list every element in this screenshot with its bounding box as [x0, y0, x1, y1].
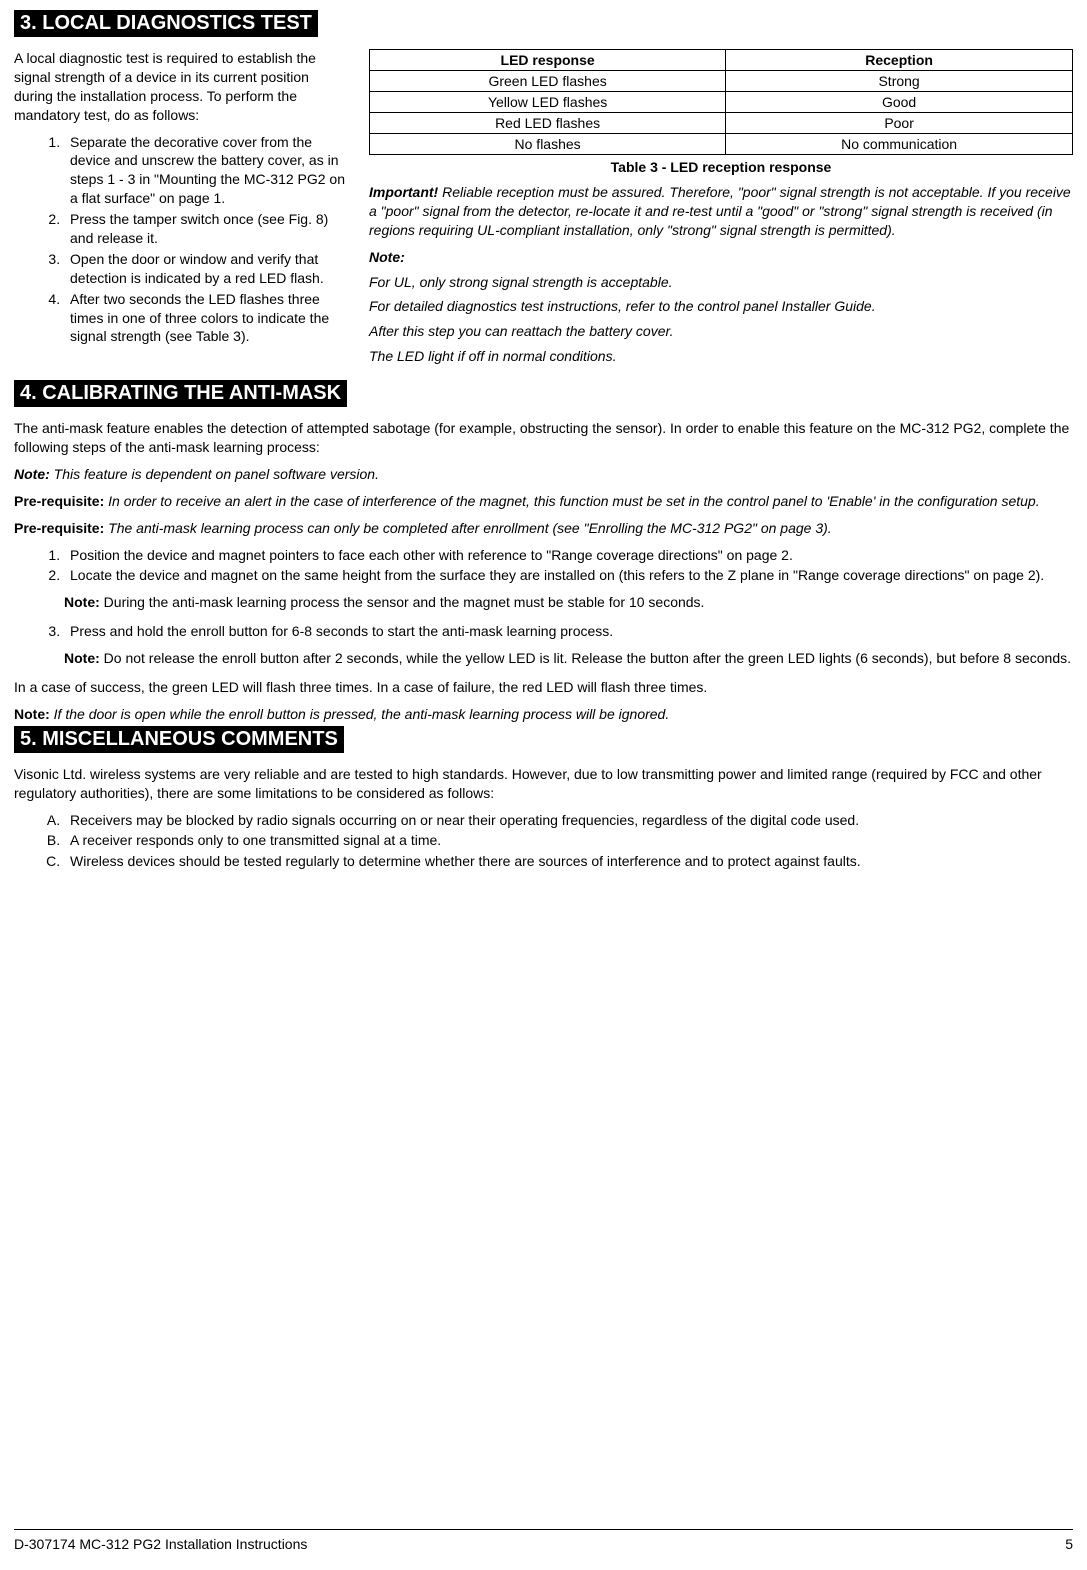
- note-label: Note:: [369, 248, 1073, 267]
- important-text: Reliable reception must be assured. Ther…: [369, 184, 1071, 238]
- section-4-prereq2: Pre-requisite: The anti-mask learning pr…: [14, 519, 1073, 538]
- step2-note: Note: During the anti-mask learning proc…: [64, 593, 1073, 612]
- table-row: Green LED flashes Strong: [370, 71, 1073, 92]
- note-block: For UL, only strong signal strength is a…: [369, 273, 1073, 367]
- table-row: Yellow LED flashes Good: [370, 92, 1073, 113]
- step-item: Locate the device and magnet on the same…: [64, 566, 1073, 585]
- note-text: This feature is dependent on panel softw…: [50, 466, 379, 482]
- step-item: Position the device and magnet pointers …: [64, 546, 1073, 565]
- list-item: A receiver responds only to one transmit…: [64, 831, 1073, 850]
- section-5-heading: 5. MISCELLANEOUS COMMENTS: [14, 726, 344, 753]
- note-line: For UL, only strong signal strength is a…: [369, 273, 1073, 292]
- table-caption: Table 3 - LED reception response: [369, 159, 1073, 175]
- section-4-steps-cont: Press and hold the enroll button for 6-8…: [14, 622, 1073, 641]
- led-col-header: LED response: [370, 50, 726, 71]
- table-row: Red LED flashes Poor: [370, 113, 1073, 134]
- prereq-label: Pre-requisite:: [14, 520, 104, 536]
- led-table: LED response Reception Green LED flashes…: [369, 49, 1073, 155]
- section-3-steps: Separate the decorative cover from the d…: [14, 133, 349, 347]
- led-col-header: Reception: [726, 50, 1073, 71]
- table-row: No flashes No communication: [370, 134, 1073, 155]
- section-4-prereq1: Pre-requisite: In order to receive an al…: [14, 492, 1073, 511]
- note-label: Note:: [64, 650, 100, 666]
- prereq-text: The anti-mask learning process can only …: [104, 520, 831, 536]
- important-label: Important!: [369, 184, 438, 200]
- note-label: Note:: [14, 706, 50, 722]
- section-4-note1: Note: This feature is dependent on panel…: [14, 465, 1073, 484]
- section-3-left: A local diagnostic test is required to e…: [14, 49, 349, 372]
- table-cell: Yellow LED flashes: [370, 92, 726, 113]
- prereq-label: Pre-requisite:: [14, 493, 104, 509]
- step3-note: Note: Do not release the enroll button a…: [64, 649, 1073, 668]
- table-cell: Poor: [726, 113, 1073, 134]
- prereq-text: In order to receive an alert in the case…: [104, 493, 1039, 509]
- step-item: Open the door or window and verify that …: [64, 250, 349, 288]
- table-cell: Strong: [726, 71, 1073, 92]
- step-item: Press the tamper switch once (see Fig. 8…: [64, 210, 349, 248]
- section-3-heading: 3. LOCAL DIAGNOSTICS TEST: [14, 10, 318, 37]
- section-4-intro: The anti-mask feature enables the detect…: [14, 419, 1073, 457]
- note-line: The LED light if off in normal condition…: [369, 347, 1073, 366]
- section-5-intro: Visonic Ltd. wireless systems are very r…: [14, 765, 1073, 803]
- step-item: Press and hold the enroll button for 6-8…: [64, 622, 1073, 641]
- section-4-heading: 4. CALIBRATING THE ANTI-MASK: [14, 380, 347, 407]
- note-label: Note:: [14, 466, 50, 482]
- section-4-final-note: Note: If the door is open while the enro…: [14, 705, 1073, 724]
- table-cell: No flashes: [370, 134, 726, 155]
- note-text: Do not release the enroll button after 2…: [100, 650, 1071, 666]
- table-cell: Red LED flashes: [370, 113, 726, 134]
- section-4-steps: Position the device and magnet pointers …: [14, 546, 1073, 586]
- note-line: After this step you can reattach the bat…: [369, 322, 1073, 341]
- page-footer: D-307174 MC-312 PG2 Installation Instruc…: [14, 1529, 1073, 1552]
- footer-page-number: 5: [1065, 1536, 1073, 1552]
- note-text: If the door is open while the enroll but…: [50, 706, 669, 722]
- note-label: Note:: [64, 594, 100, 610]
- step-item: After two seconds the LED flashes three …: [64, 290, 349, 347]
- section-3-intro: A local diagnostic test is required to e…: [14, 49, 349, 125]
- table-cell: No communication: [726, 134, 1073, 155]
- section-3-right: LED response Reception Green LED flashes…: [369, 49, 1073, 372]
- note-line: For detailed diagnostics test instructio…: [369, 297, 1073, 316]
- note-text: During the anti-mask learning process th…: [100, 594, 705, 610]
- table-cell: Green LED flashes: [370, 71, 726, 92]
- important-note: Important! Reliable reception must be as…: [369, 183, 1073, 240]
- section-3-body: A local diagnostic test is required to e…: [14, 49, 1073, 372]
- step-item: Separate the decorative cover from the d…: [64, 133, 349, 209]
- section-4-result: In a case of success, the green LED will…: [14, 678, 1073, 697]
- table-cell: Good: [726, 92, 1073, 113]
- list-item: Wireless devices should be tested regula…: [64, 852, 1073, 871]
- list-item: Receivers may be blocked by radio signal…: [64, 811, 1073, 830]
- footer-left: D-307174 MC-312 PG2 Installation Instruc…: [14, 1536, 307, 1552]
- section-5-list: Receivers may be blocked by radio signal…: [14, 811, 1073, 872]
